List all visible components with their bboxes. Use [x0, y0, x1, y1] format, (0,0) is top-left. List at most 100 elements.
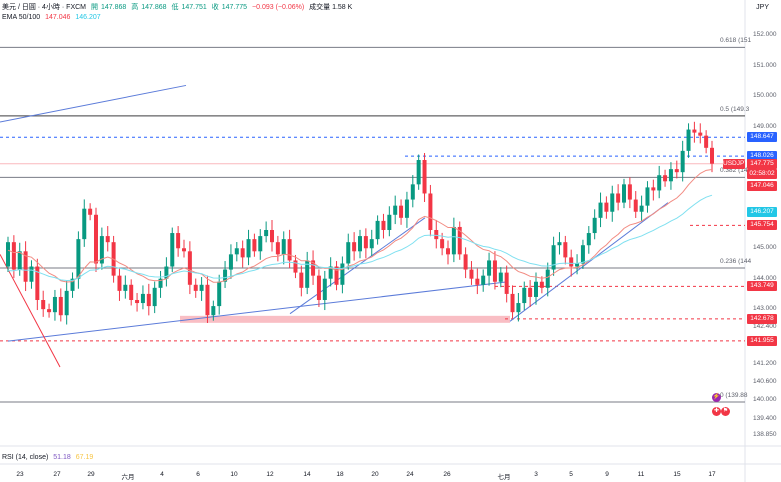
price-axis-label: 152.000 [753, 31, 777, 39]
candle-body [610, 193, 615, 212]
candle-body [393, 205, 398, 215]
candle-body [375, 220, 380, 240]
price-tag[interactable]: 148.026 [747, 151, 777, 162]
candle-body [633, 199, 638, 212]
time-axis-label: 26 [443, 471, 451, 478]
time-axis-label: 11 [637, 471, 645, 478]
candle-body [580, 245, 585, 264]
ema50-value: 147.046 [45, 14, 71, 21]
candle-body [270, 230, 274, 243]
candle-body [328, 266, 333, 279]
candle-body [352, 242, 357, 252]
price-axis-label: 151.000 [753, 61, 777, 69]
candle-body [704, 135, 709, 148]
time-axis-label: 六月 [121, 474, 135, 481]
candle-body [281, 239, 286, 255]
flag-icon[interactable]: ✚ [712, 407, 721, 416]
candle-body [47, 309, 52, 313]
price-tag[interactable]: 148.647 [747, 132, 777, 143]
low-label: 低 [171, 4, 179, 11]
candle-body [569, 257, 574, 267]
price-axis-label: 149.000 [753, 122, 777, 130]
candle-body [557, 242, 562, 246]
candle-body [522, 287, 527, 304]
candle-body [645, 187, 650, 206]
symbol-line[interactable]: 美元 / 日圓 · 4小時 · FXCM [2, 4, 86, 11]
candle-body [545, 269, 550, 288]
candle-body [187, 251, 192, 285]
candle-body [528, 287, 533, 297]
candle-body [686, 129, 691, 151]
candle-body [457, 226, 462, 255]
candle-body [451, 226, 456, 255]
time-axis-label: 27 [53, 471, 61, 478]
candle-body [182, 248, 186, 252]
time-axis-label: 5 [569, 471, 573, 478]
candle-body [176, 233, 181, 249]
currency-unit: JPY [756, 4, 769, 11]
rsi-legend[interactable]: RSI (14, close) 51.18 67.19 [2, 453, 96, 462]
candle-body [223, 269, 228, 282]
candle-body [258, 236, 263, 252]
candle-body [692, 129, 697, 133]
candle-body [616, 193, 621, 203]
event-icon[interactable]: ⚑ [721, 407, 730, 416]
price-tag[interactable]: 146.207 [747, 206, 777, 217]
trendline-red [0, 254, 61, 368]
time-axis-label: 9 [605, 471, 609, 478]
candle-body [463, 254, 468, 270]
candle-body [76, 239, 81, 279]
price-axis-label: 140.600 [753, 378, 777, 386]
candle-body [598, 202, 603, 218]
price-tag[interactable]: 142.678 [747, 313, 777, 324]
time-axis-label: 15 [673, 471, 681, 478]
time-axis-label: 29 [87, 471, 95, 478]
time-axis-label: 14 [303, 471, 311, 478]
lightning-icon[interactable]: ⚡ [712, 393, 721, 402]
ema-legend[interactable]: EMA 50/100 147.046 146.207 [2, 13, 104, 22]
candle-body [70, 278, 75, 291]
candle-body [6, 242, 10, 267]
time-axis-label: 18 [336, 471, 344, 478]
candle-body [275, 242, 280, 255]
price-tag[interactable]: 143.749 [747, 281, 777, 292]
countdown-tag: 02:58:02 [747, 168, 777, 179]
candle-body [287, 239, 292, 261]
time-axis-label: 6 [196, 471, 200, 478]
candle-body [475, 278, 480, 285]
candle-body [164, 266, 169, 279]
candle-body [663, 175, 668, 182]
price-tag[interactable]: 145.754 [747, 220, 777, 231]
candle-body [129, 284, 134, 300]
fib-label: 0.618 (151 [720, 37, 752, 45]
fib-label: 0.236 (144 [720, 258, 752, 266]
trendline-upper [0, 84, 187, 123]
time-axis-label: 17 [708, 471, 716, 478]
candle-body [504, 272, 509, 294]
change-value: −0.093 (−0.06%) [252, 4, 305, 11]
candle-body [516, 303, 521, 313]
close-value: 147.775 [221, 4, 248, 11]
price-axis-label: 139.400 [753, 414, 777, 422]
time-axis-label: 12 [266, 471, 274, 478]
candle-body [340, 263, 345, 285]
rsi-value: 51.18 [53, 454, 71, 461]
candle-body [217, 281, 222, 307]
candle-body [651, 187, 656, 191]
candle-body [305, 260, 310, 288]
candle-body [152, 287, 157, 307]
candle-body [363, 236, 368, 249]
price-tag[interactable]: 147.046 [747, 180, 777, 191]
price-tag[interactable]: 141.955 [747, 335, 777, 346]
candle-body [205, 284, 210, 316]
candle-body [440, 239, 445, 249]
price-tag-value: 147.775 [747, 158, 777, 169]
rsi-label: RSI (14, close) [2, 454, 49, 461]
fib-label: 0 (139.88 [720, 391, 748, 399]
candle-body [492, 260, 497, 282]
time-axis-label: 10 [230, 471, 238, 478]
candle-body [82, 208, 87, 240]
candle-body [64, 290, 69, 316]
price-tag[interactable]: USDJPY [723, 158, 749, 169]
